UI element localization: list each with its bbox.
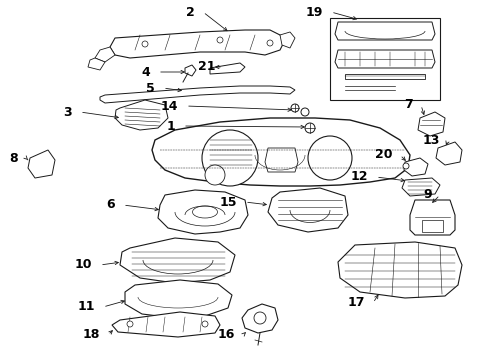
- Text: 3: 3: [63, 105, 72, 118]
- Polygon shape: [345, 74, 425, 79]
- Polygon shape: [120, 238, 235, 283]
- Polygon shape: [185, 65, 196, 76]
- Text: 4: 4: [141, 66, 150, 78]
- Polygon shape: [338, 242, 462, 298]
- Circle shape: [308, 136, 352, 180]
- Text: 7: 7: [404, 99, 413, 112]
- Text: 21: 21: [197, 60, 215, 73]
- Text: 20: 20: [374, 148, 392, 162]
- Text: 10: 10: [74, 258, 92, 271]
- Polygon shape: [402, 178, 440, 196]
- Text: 14: 14: [161, 99, 178, 112]
- Circle shape: [205, 165, 225, 185]
- Polygon shape: [422, 220, 443, 232]
- Text: 16: 16: [218, 328, 235, 342]
- Polygon shape: [115, 100, 168, 130]
- Polygon shape: [152, 118, 410, 186]
- Text: 18: 18: [83, 328, 100, 342]
- Polygon shape: [88, 58, 105, 70]
- Polygon shape: [125, 280, 232, 318]
- Text: 1: 1: [166, 120, 175, 132]
- Polygon shape: [28, 150, 55, 178]
- Text: 8: 8: [9, 152, 18, 165]
- Text: 12: 12: [350, 171, 368, 184]
- Polygon shape: [404, 158, 428, 176]
- Text: 9: 9: [423, 189, 432, 202]
- Polygon shape: [268, 188, 348, 232]
- Text: 17: 17: [347, 297, 365, 310]
- Circle shape: [127, 321, 133, 327]
- Polygon shape: [265, 148, 298, 172]
- Polygon shape: [280, 32, 295, 48]
- Circle shape: [202, 321, 208, 327]
- Polygon shape: [335, 22, 435, 40]
- Circle shape: [305, 123, 315, 133]
- Circle shape: [254, 312, 266, 324]
- Circle shape: [142, 41, 148, 47]
- Text: 5: 5: [146, 81, 155, 94]
- Circle shape: [403, 163, 409, 169]
- Polygon shape: [418, 112, 445, 136]
- Polygon shape: [410, 200, 455, 235]
- Text: 6: 6: [106, 198, 115, 211]
- Polygon shape: [158, 190, 248, 234]
- Polygon shape: [335, 50, 435, 68]
- Polygon shape: [100, 86, 295, 103]
- Circle shape: [267, 40, 273, 46]
- Circle shape: [217, 37, 223, 43]
- Circle shape: [291, 104, 299, 112]
- Polygon shape: [110, 30, 285, 58]
- Polygon shape: [95, 47, 115, 62]
- Polygon shape: [242, 304, 278, 333]
- Text: 2: 2: [186, 5, 195, 18]
- Text: 13: 13: [423, 134, 440, 147]
- Circle shape: [202, 130, 258, 186]
- Circle shape: [301, 108, 309, 116]
- Polygon shape: [112, 312, 220, 337]
- Polygon shape: [330, 18, 440, 100]
- Text: 15: 15: [220, 195, 237, 208]
- Polygon shape: [436, 142, 462, 165]
- Text: 11: 11: [77, 301, 95, 314]
- Text: 19: 19: [306, 5, 323, 18]
- Polygon shape: [210, 63, 245, 74]
